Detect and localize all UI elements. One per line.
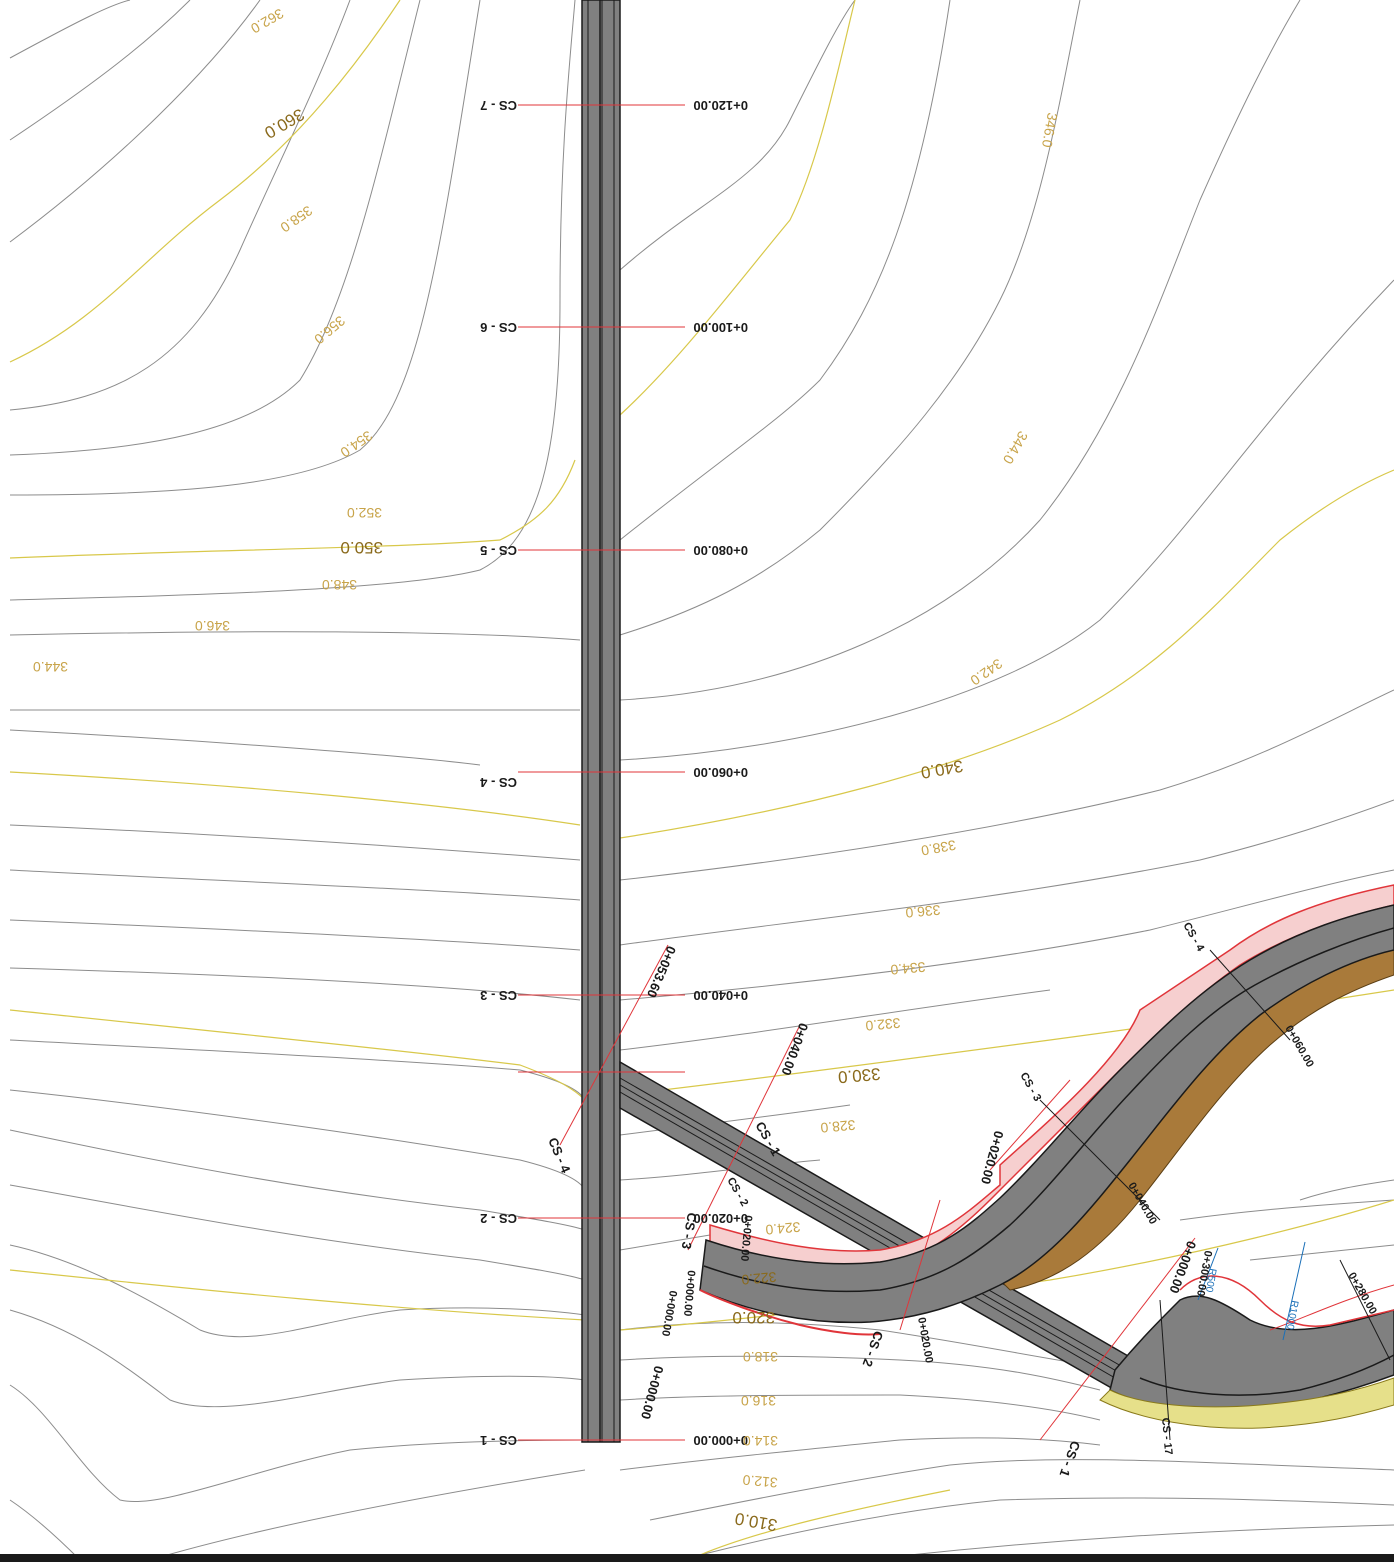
contour-label-346: 346.0 <box>195 618 230 634</box>
contour-label-330: 330.0 <box>837 1064 881 1087</box>
contour-label-318: 318.0 <box>743 1349 778 1365</box>
contour-label-344: 344.0 <box>33 659 68 675</box>
contour-label-344-right: 344.0 <box>1000 429 1031 468</box>
contour-label-350: 350.0 <box>340 538 383 557</box>
contour-lines-right <box>619 0 1394 1557</box>
cs-label-1: CS - 1 <box>480 1433 517 1448</box>
radius-label-r500: R500 <box>1203 1267 1218 1293</box>
major-contour-lines <box>9 0 1394 1556</box>
branch-cs-label-3b: CS - 3 <box>1017 1071 1043 1104</box>
branch-chainage-0280: 0+280.00 <box>1345 1271 1378 1317</box>
branch-chainage-0060: 0+060.00 <box>1282 1024 1315 1070</box>
contour-label-358: 358.0 <box>277 203 315 236</box>
branch-chainage-0040: 0+040.00 <box>779 1021 812 1077</box>
branch-cs-label-4b: CS - 4 <box>1180 921 1206 955</box>
contour-label-360: 360.0 <box>261 105 307 143</box>
contour-label-352: 352.0 <box>347 505 382 521</box>
section-lines <box>518 104 1196 1441</box>
chainage-label-0060: 0+060.00 <box>693 765 748 780</box>
contour-lines <box>9 0 586 1561</box>
cs-label-3: CS - 3 <box>480 988 517 1003</box>
chainage-label-0040: 0+040.00 <box>693 988 748 1003</box>
branch-cs-label-1b: CS - 1 <box>1057 1439 1084 1479</box>
chainage-labels-main: 0+120.00 0+100.00 0+080.00 0+060.00 0+04… <box>644 98 748 1448</box>
cs-label-5: CS - 5 <box>480 543 517 558</box>
contour-label-320: 320.0 <box>732 1308 775 1327</box>
contour-label-316: 316.0 <box>741 1393 776 1409</box>
chainage-label-0080: 0+080.00 <box>693 543 748 558</box>
contour-label-356: 356.0 <box>311 313 348 348</box>
chainage-label-end: 0+053.60 <box>644 944 679 1000</box>
contour-label-328: 328.0 <box>820 1117 857 1136</box>
chainage-label-0000: 0+000.00 <box>693 1433 748 1448</box>
main-road <box>581 0 621 1443</box>
chainage-label-0100: 0+100.00 <box>693 320 748 335</box>
branch-chainage-0000-right: 0+000.00 <box>1167 1239 1200 1295</box>
branch-cs-label-4: CS - 4 <box>545 1135 574 1175</box>
cs-label-2: CS - 2 <box>480 1211 517 1226</box>
cs-label-6: CS - 6 <box>480 320 517 335</box>
cs-label-7: CS - 7 <box>480 98 517 113</box>
contour-label-340: 340.0 <box>919 756 964 782</box>
cs-label-4: CS - 4 <box>479 775 517 790</box>
contour-label-312: 312.0 <box>742 1472 779 1491</box>
branch-chainage-0000-main: 0+000.00 <box>638 1364 667 1421</box>
branch-chainage-0020-left: 0+020.00 <box>738 1215 754 1262</box>
contour-label-322: 322.0 <box>741 1269 778 1288</box>
branch-chainage-0000-small: 0+000.00 <box>681 1270 697 1317</box>
radius-line-r1000 <box>1282 1241 1306 1341</box>
radius-line-r500 <box>1197 1247 1219 1301</box>
contour-label-310: 310.0 <box>733 1509 778 1535</box>
contour-label-348: 348.0 <box>322 577 357 593</box>
branch-cs-label-17: CS - 17 <box>1159 1417 1174 1455</box>
branch-cs-label-3: CS - 3 <box>679 1211 700 1250</box>
branch-chainage-0000-left: 0+000.00 <box>659 1289 679 1337</box>
branch-chainage-0020-mid: 0+020.00 <box>915 1316 935 1364</box>
bottom-border <box>0 1554 1394 1562</box>
contour-label-354: 354.0 <box>337 428 375 461</box>
contour-label-334: 334.0 <box>890 959 927 978</box>
branch-section-lines <box>1039 949 1391 1441</box>
contour-label-338: 338.0 <box>920 837 957 859</box>
contour-label-332: 332.0 <box>865 1015 902 1034</box>
contour-label-362: 362.0 <box>248 5 287 36</box>
chainage-label-0020: 0+020.00 <box>693 1211 748 1226</box>
radius-label-r1000: R1000 <box>1284 1299 1300 1330</box>
contour-label-324: 324.0 <box>765 1219 802 1238</box>
contour-label-346-right: 346.0 <box>1039 111 1061 148</box>
chainage-label-0120: 0+120.00 <box>693 98 748 113</box>
cs-labels-main: CS - 7 CS - 6 CS - 5 CS - 4 CS - 3 CS - … <box>479 98 517 1448</box>
contour-label-336: 336.0 <box>905 902 942 921</box>
contour-label-314: 314.0 <box>743 1433 778 1449</box>
